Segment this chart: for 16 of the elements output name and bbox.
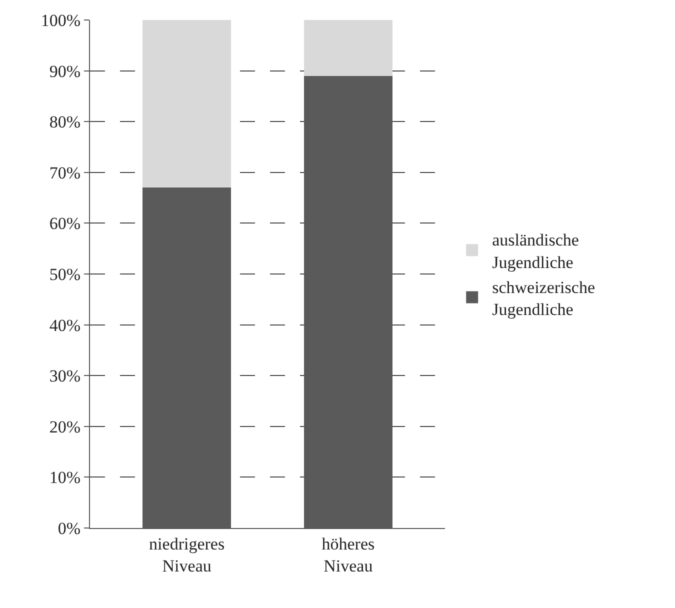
y-tick-label: 80% bbox=[49, 112, 81, 132]
y-tick-label: 60% bbox=[49, 214, 81, 234]
y-tick-label: 30% bbox=[49, 366, 81, 386]
y-tick-label: 0% bbox=[58, 518, 81, 538]
y-tick-label: 100% bbox=[40, 10, 81, 30]
y-tick-label: 20% bbox=[49, 417, 81, 436]
bar bbox=[304, 20, 393, 76]
x-tick-label: niedrigeres Niveau bbox=[149, 534, 225, 576]
y-tick-label: 70% bbox=[49, 163, 81, 182]
legend-label: schweizerische Jugendliche bbox=[492, 278, 595, 319]
bar bbox=[142, 20, 232, 188]
y-tick-label: 90% bbox=[49, 62, 81, 81]
y-tick-label: 10% bbox=[49, 468, 81, 488]
x-tick-label: höheres Niveau bbox=[322, 534, 375, 576]
y-tick-label: 40% bbox=[49, 316, 81, 335]
y-tick-label: 50% bbox=[49, 264, 81, 284]
